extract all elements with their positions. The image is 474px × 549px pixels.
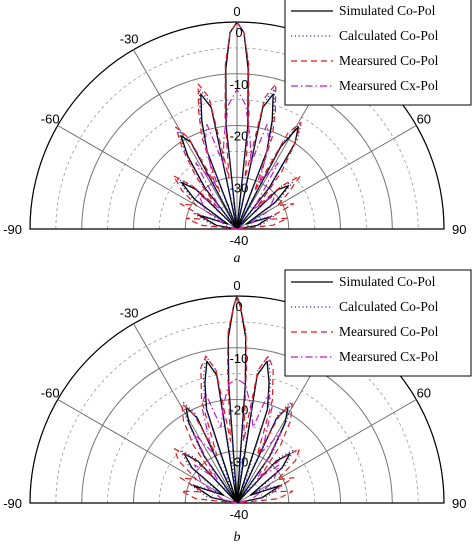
- series-line-mearsured-cx-pol: [192, 378, 282, 504]
- legend-entry-label: Mearsured Co-Pol: [339, 53, 439, 68]
- angle-tick-label: -90: [3, 222, 22, 237]
- radial-tick-label: 0: [235, 299, 242, 314]
- angle-tick-label: 90: [452, 496, 466, 511]
- angular-grid-line: [236, 399, 417, 504]
- legend-entry-label: Calculated Co-Pol: [339, 28, 439, 43]
- radial-grid-arc: [107, 99, 367, 230]
- radial-tick-label: -20: [230, 403, 249, 418]
- radial-tick-label: -10: [230, 77, 249, 92]
- angle-tick-label: -30: [120, 31, 139, 46]
- angular-grid-line: [133, 49, 238, 230]
- series-line-calculated-co-pol: [179, 295, 295, 504]
- series-line-mearsured-co-pol: [173, 21, 302, 230]
- polar-outer-boundary: [29, 21, 445, 230]
- angle-tick-label: 60: [417, 112, 431, 127]
- series-line-mearsured-co-pol: [173, 295, 301, 504]
- angle-tick-label: 60: [417, 386, 431, 401]
- legend-box: [284, 269, 472, 377]
- angle-tick-label: 0: [233, 278, 240, 293]
- legend-box: [284, 0, 472, 106]
- angle-tick-label: -90: [3, 496, 22, 511]
- panel-label-a: a: [234, 251, 241, 266]
- series-line-calculated-co-pol: [176, 21, 302, 230]
- legend-entry-label: Mearsured Cx-Pol: [339, 349, 439, 364]
- radial-tick-label: -40: [230, 233, 249, 248]
- radial-tick-label: 0: [235, 25, 242, 40]
- legend-entry-label: Simulated Co-Pol: [339, 3, 436, 18]
- radial-tick-label: -30: [230, 180, 249, 195]
- angular-grid-line: [57, 399, 238, 504]
- legend-entry-label: Mearsured Cx-Pol: [339, 78, 439, 93]
- legend-entry-label: Mearsured Co-Pol: [339, 324, 439, 339]
- panel-label-b: b: [234, 530, 241, 545]
- angle-tick-label: -60: [41, 112, 60, 127]
- series-line-mearsured-cx-pol: [195, 88, 279, 230]
- legend-entry-label: Simulated Co-Pol: [339, 274, 436, 289]
- radial-tick-label: -40: [230, 507, 249, 522]
- radial-tick-label: -10: [230, 351, 249, 366]
- angle-tick-label: 0: [233, 4, 240, 19]
- angle-tick-label: -60: [41, 386, 60, 401]
- angle-tick-label: -30: [120, 305, 139, 320]
- radial-grid-arc: [107, 373, 367, 504]
- angle-tick-label: 90: [452, 222, 466, 237]
- polar-outer-boundary: [29, 295, 445, 504]
- radial-tick-label: -20: [230, 129, 249, 144]
- legend-entry-label: Calculated Co-Pol: [339, 299, 439, 314]
